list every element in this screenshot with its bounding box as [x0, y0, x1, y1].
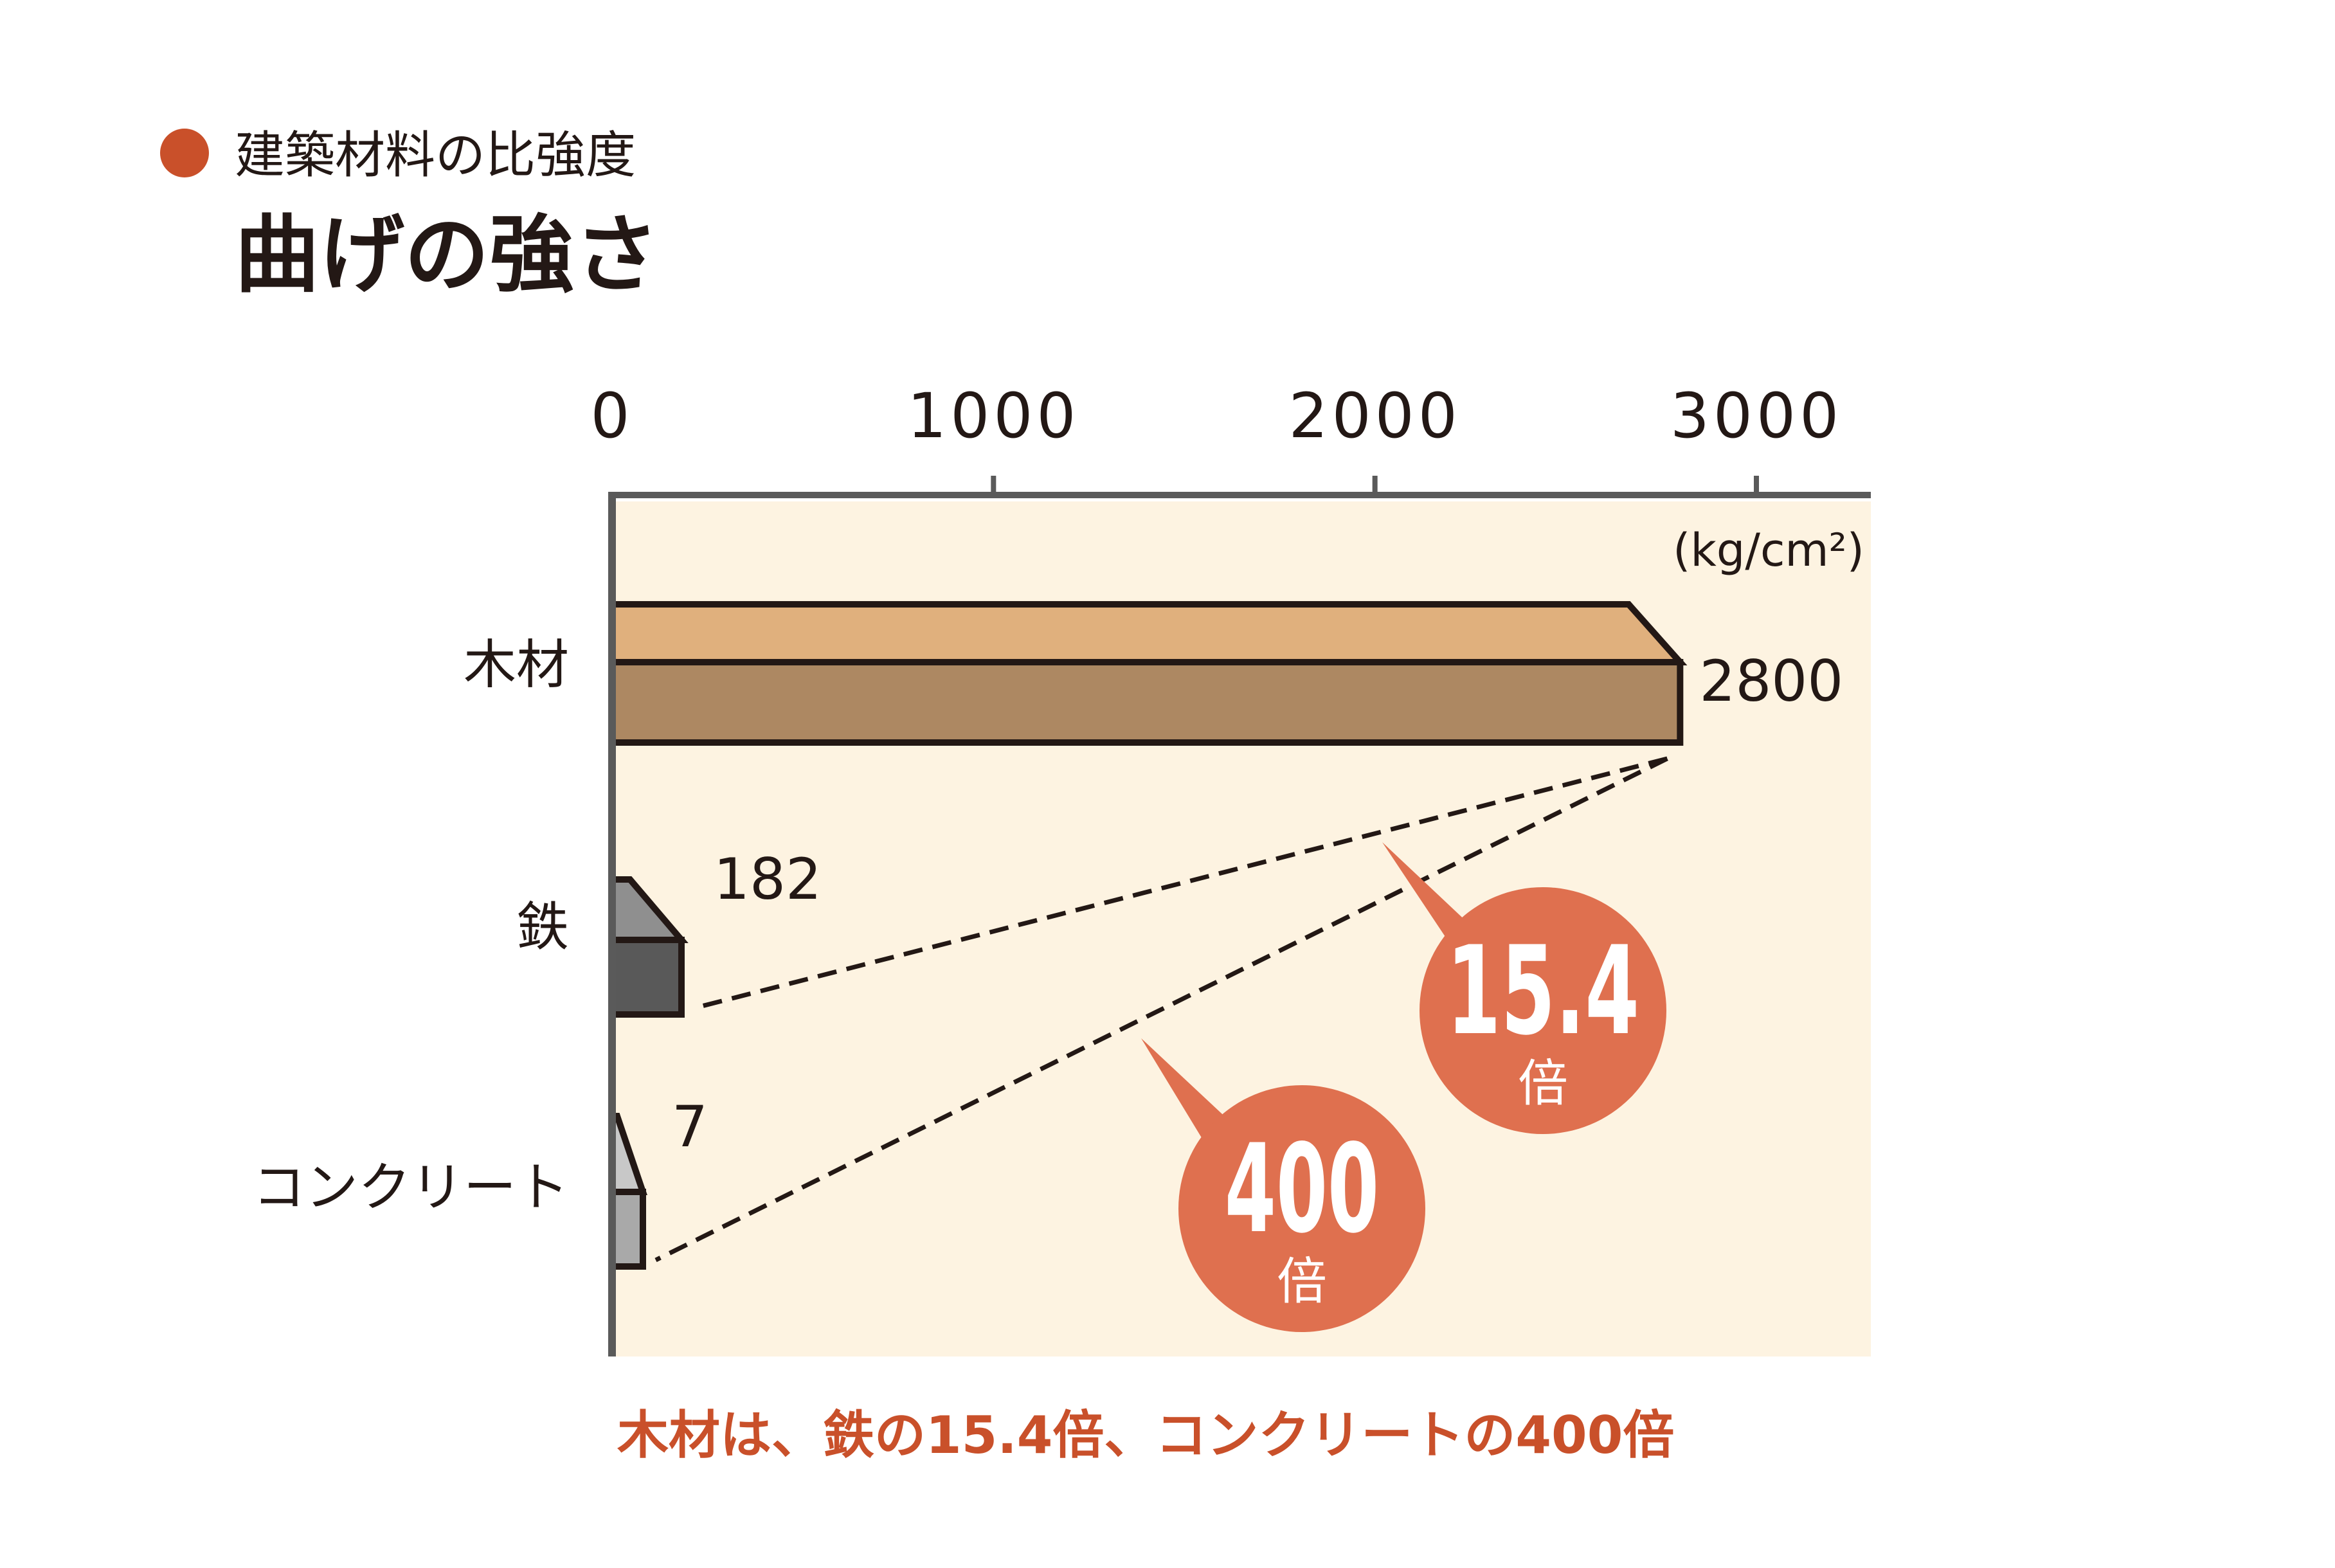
ratio-unit: 倍	[1277, 1253, 1327, 1311]
value-label: 7	[672, 1094, 708, 1160]
bar	[609, 1189, 646, 1270]
x-tick-label: 0	[590, 380, 633, 452]
chart-title: 曲げの強さ	[235, 206, 659, 305]
ratio-bubble	[1178, 1085, 1425, 1332]
ratio-number: 400	[1225, 1118, 1379, 1260]
comparison-leader-lines	[654, 756, 1668, 1263]
chart-subtitle: 建築材料の比強度	[235, 127, 636, 185]
category-label: 鉄	[516, 897, 569, 958]
category-label: コンクリート	[253, 1157, 569, 1218]
bar-top	[609, 601, 1688, 665]
value-label: 2800	[1699, 648, 1843, 714]
unit-label: (kg/cm²)	[1673, 524, 1864, 577]
ratio-bubble	[1420, 887, 1666, 1134]
leader-line	[654, 756, 1668, 1263]
x-tick-label: 2000	[1289, 380, 1461, 452]
bullet-dot-icon	[160, 129, 209, 177]
bar	[609, 659, 1684, 746]
category-label: 木材	[464, 635, 569, 696]
x-tick-label: 3000	[1670, 380, 1843, 452]
bar	[609, 937, 685, 1018]
value-labels: 2800 182 7	[672, 648, 1843, 1160]
x-tick-label: 1000	[907, 380, 1079, 452]
value-label: 182	[714, 846, 822, 912]
ratio-number: 15.4	[1447, 920, 1639, 1062]
x-axis: 0 1000 2000 3000	[590, 380, 1843, 495]
summary-note: 木材は、鉄の15.4倍、コンクリートの400倍	[617, 1405, 1674, 1465]
leader-line	[694, 756, 1668, 1011]
ratio-unit: 倍	[1518, 1055, 1568, 1113]
